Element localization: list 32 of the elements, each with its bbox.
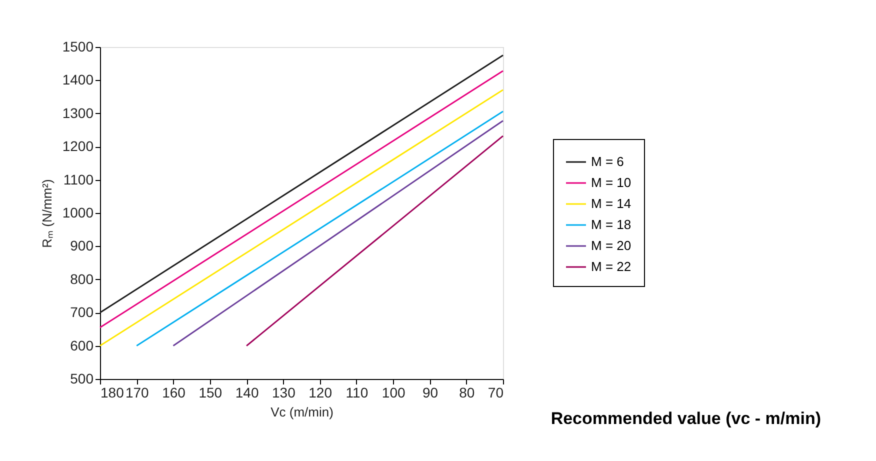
x-tick-label: 100 bbox=[382, 384, 406, 400]
x-tick-label: 120 bbox=[308, 384, 332, 400]
y-tick-label: 600 bbox=[70, 337, 94, 354]
x-tick-label: 160 bbox=[162, 384, 186, 400]
legend-label: M = 6 bbox=[591, 154, 624, 169]
x-tick-label: 130 bbox=[272, 384, 296, 400]
y-tick-label: 500 bbox=[70, 370, 94, 386]
text: Recommended value (vc - m/min) bbox=[550, 409, 821, 428]
legend-label: M = 20 bbox=[591, 238, 632, 253]
legend-label: M = 18 bbox=[591, 217, 632, 232]
y-axis-title: Rₘ (N/mm²) bbox=[39, 179, 54, 248]
x-axis-title: Vc (m/min) bbox=[270, 404, 334, 420]
x-tick-label: 90 bbox=[422, 384, 438, 400]
x-tick-label: 80 bbox=[459, 384, 475, 400]
x-tick-label: 110 bbox=[346, 384, 368, 400]
legend-label: M = 14 bbox=[591, 196, 632, 211]
x-tick-label: 70 bbox=[488, 384, 504, 400]
x-tick-label: 180 bbox=[100, 384, 124, 400]
y-tick-label: 1300 bbox=[62, 104, 94, 121]
y-tick-label: 800 bbox=[70, 270, 94, 287]
y-tick-label: 1200 bbox=[62, 138, 94, 154]
x-tick-label: 140 bbox=[235, 384, 259, 400]
y-tick-label: 700 bbox=[70, 304, 94, 320]
y-tick-label: 1400 bbox=[62, 72, 94, 88]
y-tick-label: 900 bbox=[70, 238, 94, 254]
y-tick-label: 1100 bbox=[63, 171, 94, 188]
legend-label: M = 22 bbox=[591, 259, 632, 274]
y-tick-label: 1000 bbox=[62, 204, 94, 220]
x-tick-label: 150 bbox=[198, 384, 222, 400]
x-tick-label: 170 bbox=[125, 384, 150, 400]
y-tick-label: 1500 bbox=[62, 38, 94, 54]
legend-label: M = 10 bbox=[591, 175, 632, 190]
